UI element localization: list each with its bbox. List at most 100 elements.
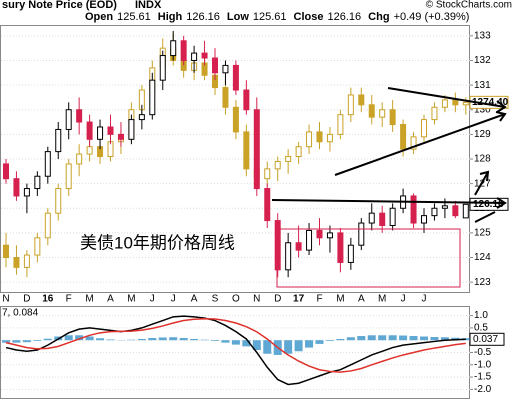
x-tick-label: M [336, 294, 344, 305]
candle-body [431, 106, 438, 121]
candle-body [410, 136, 417, 150]
y-tick-label: 1.0 [474, 310, 488, 321]
macd-label: 7, 0.084 [2, 308, 39, 319]
x-tick-label: N [253, 294, 260, 305]
candle-body [462, 101, 469, 106]
histogram-bar [367, 335, 376, 341]
quote-value: +0.49 (+0.39%) [394, 11, 470, 23]
x-tick-label: M [378, 294, 386, 305]
y-tick-label: 124 [474, 252, 491, 263]
candle-body [285, 156, 292, 162]
candle-body [264, 168, 271, 180]
arrow-head [495, 111, 507, 122]
candle-body [44, 151, 51, 177]
histogram-bar [399, 335, 408, 341]
candle-body [358, 222, 365, 246]
quote-value: 125.61 [117, 11, 151, 23]
candle-body [410, 195, 417, 224]
candle-body [389, 207, 396, 227]
histogram-bar [158, 337, 167, 341]
candle-body [285, 242, 292, 271]
x-tick-label: 16 [42, 294, 54, 305]
x-tick-label: M [127, 294, 135, 305]
candle-body [23, 188, 30, 197]
arrow-head [496, 197, 507, 209]
candle-body [306, 131, 313, 148]
candle-body [180, 40, 187, 61]
macd-line [5, 315, 466, 386]
quote-label: Open [85, 11, 113, 23]
macd-line [5, 318, 466, 373]
x-tick-label: O [232, 294, 240, 305]
candle-body [138, 114, 145, 121]
candle-body [128, 119, 135, 140]
histogram-bar [12, 340, 21, 343]
chart-title: sury Note Price (EOD) [2, 0, 117, 11]
candle-body [253, 109, 260, 190]
candle-body [13, 257, 20, 268]
candle-body [34, 175, 41, 190]
x-tick-label: D [274, 294, 281, 305]
histogram-bar [336, 338, 345, 341]
histogram-bar [430, 337, 439, 341]
histogram-bar [263, 340, 272, 354]
candle-body [117, 133, 124, 140]
trend-line [474, 211, 496, 223]
value-tag-bg [469, 332, 505, 346]
histogram-bar [420, 336, 428, 341]
y-tick-label: 130 [474, 104, 491, 115]
candle-body [232, 106, 239, 133]
histogram-bar [64, 335, 73, 341]
candle-body [97, 126, 104, 140]
price-tag: 1274.40 [472, 97, 509, 108]
y-tick-label: 132 [474, 55, 491, 66]
y-tick-label: 0.5 [474, 323, 488, 334]
candle-body [431, 207, 438, 217]
histogram-bar [231, 340, 240, 345]
candle-body [86, 121, 93, 140]
candle-body [65, 109, 72, 130]
trend-line [387, 87, 506, 108]
x-tick-label: F [66, 294, 72, 305]
candle-body [222, 87, 229, 108]
histogram-bar [409, 336, 418, 341]
histogram-bar [325, 340, 334, 341]
candle-body [274, 220, 281, 271]
quote-label: High [158, 11, 183, 23]
histogram-bar [75, 335, 84, 341]
candle-body [65, 163, 72, 190]
histogram-bar [346, 337, 355, 341]
candle-body [159, 55, 166, 81]
histogram-bar [315, 340, 324, 344]
histogram-bar [33, 340, 42, 341]
candle-body [13, 178, 20, 197]
candle-body [23, 254, 30, 268]
y-tick-label: 129 [474, 129, 491, 140]
quote-value: 126.16 [328, 11, 362, 23]
candle-body [337, 232, 344, 263]
histogram-bar [179, 337, 188, 341]
candle-body [107, 126, 114, 135]
candle-body [368, 104, 375, 118]
trend-arrows [271, 87, 507, 223]
x-tick-label: A [358, 294, 365, 305]
candle-body [55, 128, 62, 153]
histogram-bar [22, 340, 31, 343]
x-tick-label: D [23, 294, 30, 305]
x-tick-label: J [422, 294, 427, 305]
y-tick-label: 123 [474, 277, 491, 288]
candle-body [347, 94, 354, 116]
candle-body [379, 212, 386, 226]
y-tick-label: 127 [474, 178, 491, 189]
candle-body [306, 229, 313, 251]
histogram-bar [2, 340, 10, 343]
histogram-bar [294, 340, 303, 352]
histogram-bar [461, 338, 470, 341]
candle-body [316, 131, 323, 143]
x-tick-label: S [212, 294, 219, 305]
x-tick-label: A [191, 294, 198, 305]
candle-body [3, 163, 9, 180]
arrow-head [479, 170, 490, 182]
candle-body [358, 94, 365, 106]
histogram-bar [43, 338, 52, 341]
